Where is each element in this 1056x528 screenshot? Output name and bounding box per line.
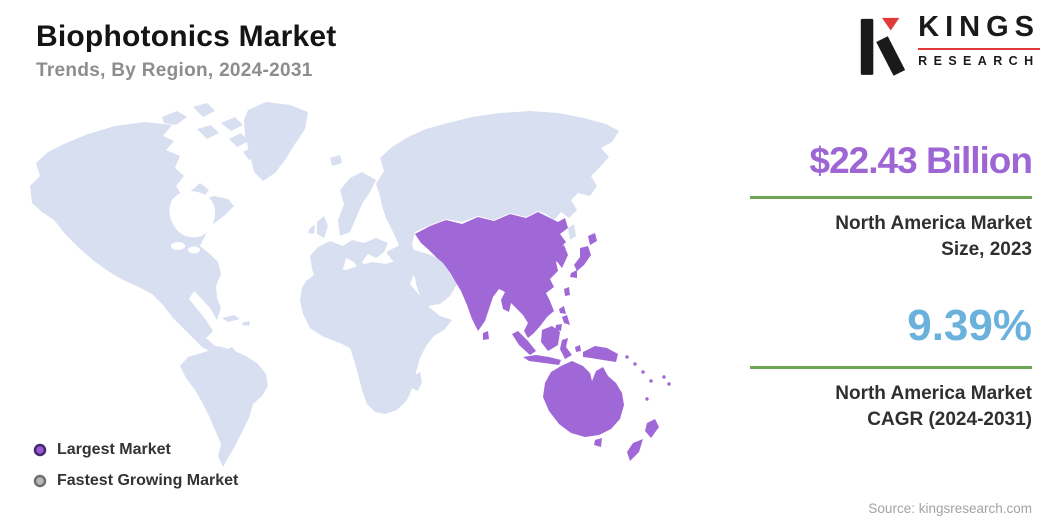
page-subtitle: Trends, By Region, 2024-2031 [36, 60, 313, 81]
cagr-label: North America Market CAGR (2024-2031) [835, 382, 1032, 430]
legend-item-fastest-growing-market: Fastest Growing Market [33, 472, 238, 490]
logo-text: KINGS RESEARCH [918, 10, 1040, 68]
region-taiwan [564, 287, 570, 296]
map-water-carves [169, 191, 216, 254]
stat-market-size: $22.43 Billion North America Market Size… [750, 140, 1034, 263]
source-text: Source: kingsresearch.com [868, 501, 1032, 516]
market-size-value: $22.43 Billion [809, 140, 1034, 181]
green-divider [750, 196, 1032, 200]
region-japan [570, 233, 597, 278]
region-new-guinea [583, 346, 618, 362]
landmass-north-america [30, 122, 237, 359]
logo-brand: KINGS [918, 11, 1040, 43]
landmass-south-america [180, 346, 268, 467]
region-philippines [555, 306, 570, 331]
legend-dot-purple-icon [33, 443, 47, 457]
landmass-uk [308, 216, 328, 238]
kings-research-logo: KINGS RESEARCH [855, 10, 1040, 76]
logo-red-line [918, 47, 1040, 51]
stats-panel: $22.43 Billion North America Market Size… [750, 140, 1034, 433]
landmass-iceland [330, 155, 342, 166]
map-highlight-region [415, 212, 671, 461]
logo-subtext: RESEARCH [918, 54, 1040, 69]
landmass-scandinavia [338, 172, 376, 236]
landmass-arctic-islands [162, 103, 261, 160]
stat-cagr: 9.39% North America Market CAGR (2024-20… [750, 301, 1032, 432]
landmass-sakhalin [568, 224, 576, 240]
logo-red-triangle [882, 17, 900, 31]
landmass-caribbean [222, 315, 250, 326]
region-new-zealand [627, 419, 659, 461]
region-tasmania [594, 438, 602, 447]
legend-item-largest-market: Largest Market [33, 441, 238, 459]
header: Biophotonics Market Trends, By Region, 2… [36, 20, 337, 82]
region-pacific-islands [625, 355, 671, 401]
map-legend: Largest Market Fastest Growing Market [33, 441, 238, 503]
region-asia-mainland [415, 212, 568, 338]
region-australia [543, 361, 624, 437]
great-lake-west [171, 242, 185, 250]
landmass-greenland [244, 102, 308, 181]
cagr-value: 9.39% [907, 301, 1032, 351]
region-sri-lanka [483, 331, 489, 340]
landmass-russia [376, 111, 619, 264]
great-lake-east [188, 246, 200, 254]
legend-label: Fastest Growing Market [57, 472, 239, 489]
region-indonesia [512, 326, 581, 365]
green-divider [750, 365, 1032, 369]
map-base-landmasses [30, 102, 619, 467]
market-size-label: North America Market Size, 2023 [835, 213, 1032, 261]
legend-label: Largest Market [57, 441, 171, 458]
hudson-bay [169, 191, 216, 238]
page-title: Biophotonics Market [36, 20, 337, 53]
landmass-madagascar [412, 372, 422, 391]
legend-dot-gray-icon [33, 474, 47, 488]
landmass-arabia [414, 266, 457, 306]
k-logo-icon [860, 17, 906, 76]
region-korea [555, 245, 568, 268]
